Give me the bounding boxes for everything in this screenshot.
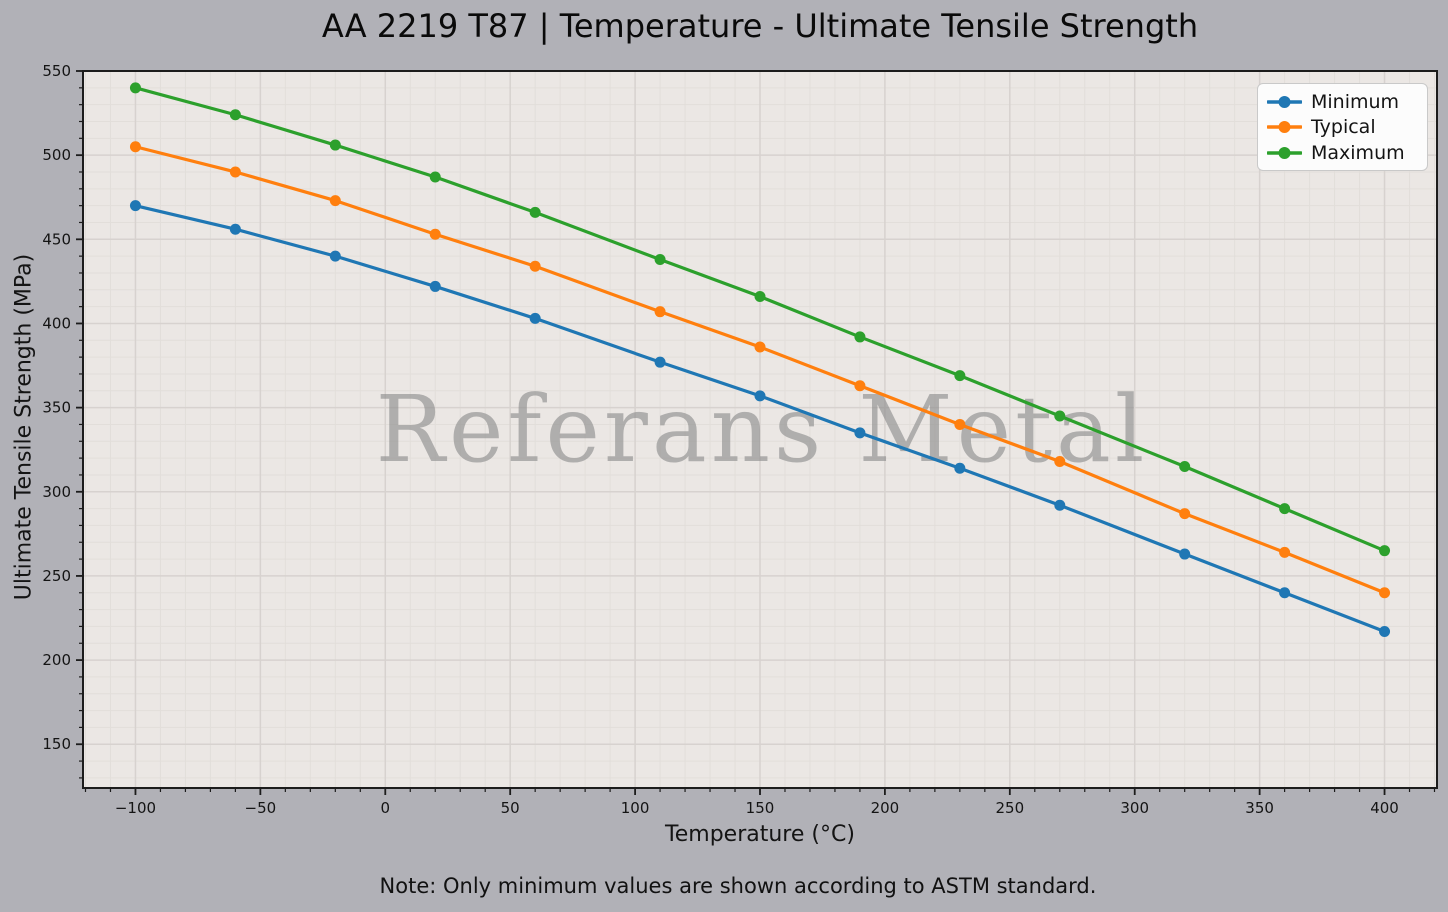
data-point [1379,587,1391,599]
x-tick-label: 200 [871,799,900,817]
data-point [654,254,666,266]
data-point [229,223,241,235]
y-tick-label: 500 [42,146,71,164]
data-point [429,171,441,183]
legend-swatch [1267,121,1302,133]
data-point [429,228,441,240]
series-maximum [129,82,1391,557]
y-tick-label: 400 [42,314,71,332]
legend-marker-icon [1278,146,1291,159]
data-point [529,260,541,272]
legend-label: Minimum [1311,90,1400,113]
data-point [954,370,966,382]
data-point [229,109,241,121]
legend-item-typical: Typical [1267,116,1418,138]
data-point [654,306,666,318]
data-point [1379,625,1391,637]
x-tick-label: 300 [1120,799,1149,817]
y-tick-label: 350 [42,399,71,417]
y-tick-label: 150 [42,735,71,753]
data-point [854,380,866,392]
y-tick-label: 550 [42,62,71,80]
data-point [1279,546,1291,558]
note-text: Note: Only minimum values are shown acco… [379,874,1097,898]
x-tick-label: 100 [621,799,650,817]
data-point [854,331,866,343]
data-point [954,462,966,474]
legend-marker-icon [1278,95,1291,108]
data-point [529,312,541,324]
data-point [1179,461,1191,473]
data-point [329,250,341,262]
legend-label: Maximum [1311,141,1405,164]
legend-swatch [1267,95,1302,108]
grid-major [83,70,1437,788]
data-point [1279,503,1291,515]
data-point [129,141,141,153]
x-tick-label: 350 [1245,799,1274,817]
ticks-group [76,70,1436,795]
data-point [529,206,541,218]
data-point [754,390,766,402]
x-tick-label: 0 [381,799,391,817]
legend-marker-icon [1278,121,1291,133]
data-point [854,427,866,439]
x-tick-label: 400 [1370,799,1399,817]
data-point [954,418,966,430]
y-tick-label: 200 [42,651,71,669]
y-axis-label: Ultimate Tensile Strength (MPa) [11,253,37,601]
x-tick-label: 250 [995,799,1024,817]
legend-item-minimum: Minimum [1267,91,1418,113]
y-tick-label: 300 [42,483,71,501]
x-tick-label: 150 [746,799,775,817]
legend: Minimum Typical Maximum [1257,83,1428,171]
data-point [229,166,241,178]
data-point [129,82,141,94]
series-typical [129,141,1391,599]
data-point [129,200,141,212]
chart-title: AA 2219 T87 | Temperature - Ultimate Ten… [321,7,1199,45]
y-tick-label: 450 [42,230,71,248]
legend-label: Typical [1311,116,1376,138]
data-point [429,280,441,292]
y-tick-label: 250 [42,567,71,585]
x-axis-label: Temperature (°C) [665,822,855,847]
data-point [754,341,766,353]
series-group [129,82,1391,637]
data-point [329,195,341,207]
x-tick-label: 50 [501,799,520,817]
data-point [754,291,766,303]
legend-item-maximum: Maximum [1267,142,1418,164]
series-minimum [129,200,1391,637]
data-point [1054,499,1066,511]
x-tick-label: −100 [115,799,156,817]
data-point [329,139,341,151]
data-point [1054,410,1066,422]
data-point [1054,455,1066,467]
data-point [1279,587,1291,599]
legend-swatch [1267,146,1302,159]
data-point [1379,545,1391,557]
data-point [654,356,666,368]
tick-labels-group: −100 −50 0 50 100 150 200 250 300 350 400 150 200 250… [42,62,1398,817]
x-tick-label: −50 [245,799,277,817]
data-point [1179,548,1191,560]
data-point [1179,508,1191,520]
